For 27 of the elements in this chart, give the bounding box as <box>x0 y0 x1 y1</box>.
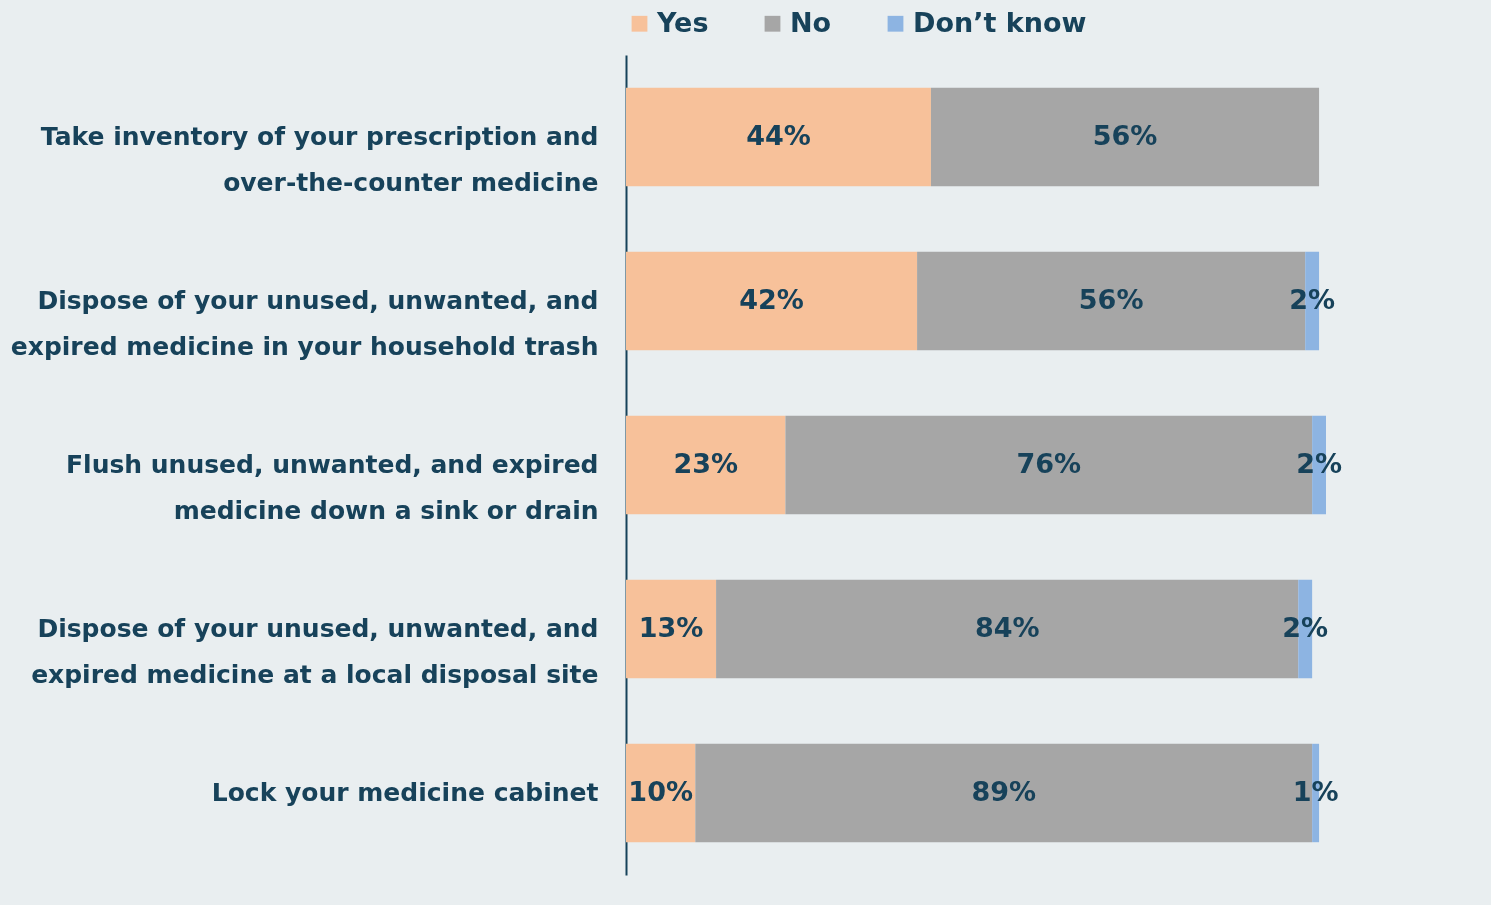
data-label: 76% <box>1016 448 1082 479</box>
data-label: 84% <box>974 612 1040 643</box>
y-tick-label: Flush unused, unwanted, and expired medicine down a sink or drain <box>65 450 599 525</box>
data-label: 89% <box>971 776 1037 807</box>
y-tick-label: Lock your medicine cabinet <box>211 778 599 807</box>
bar <box>930 87 1320 187</box>
bar <box>626 579 717 679</box>
data-label: 2% <box>1282 612 1329 643</box>
bar <box>626 251 918 351</box>
data-label: 42% <box>739 284 804 315</box>
data-label: 23% <box>673 448 739 479</box>
bar <box>626 87 931 187</box>
y-tick-label: Dispose of your unused, unwanted, and expired medicine in your household trash <box>10 286 599 361</box>
data-label: 56% <box>1092 120 1158 151</box>
data-label: 44% <box>746 120 811 151</box>
data-label: 13% <box>638 612 704 643</box>
data-label: 2% <box>1296 448 1342 479</box>
legend-label: Yes <box>656 6 709 38</box>
legend-label: Don’t know <box>913 6 1087 38</box>
bar <box>626 415 786 515</box>
data-label: 10% <box>628 776 693 807</box>
data-label: 2% <box>1289 284 1336 315</box>
data-label: 56% <box>1078 284 1144 315</box>
y-tick-label: Take inventory of your prescription and over-the-counter medicine <box>40 122 599 197</box>
legend-label: No <box>790 6 832 38</box>
data-label: 1% <box>1292 776 1339 807</box>
y-tick-label: Dispose of your unused, unwanted, and expired medicine at a local disposal site <box>31 614 599 689</box>
